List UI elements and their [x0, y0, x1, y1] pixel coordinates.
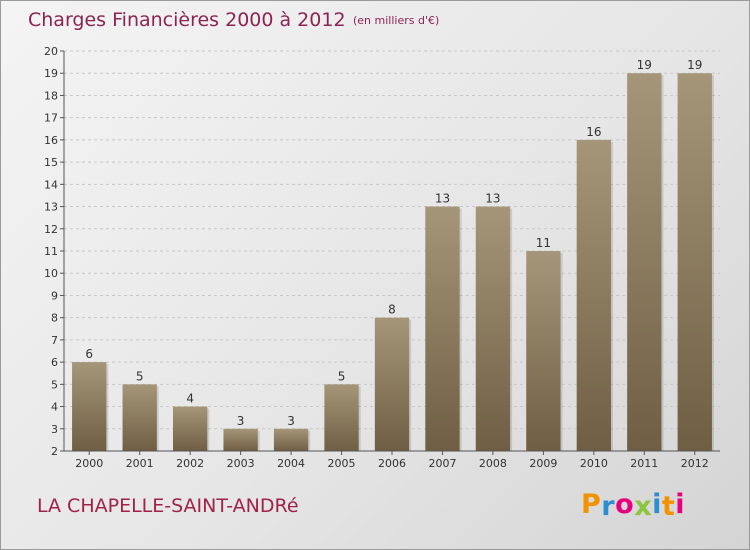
bar: [425, 206, 460, 451]
data-label: 4: [186, 392, 194, 406]
data-label: 5: [136, 369, 144, 383]
y-tick-label: 8: [51, 312, 58, 325]
x-tick-label: 2006: [378, 457, 406, 470]
x-tick-label: 2000: [75, 457, 103, 470]
y-tick-label: 2: [51, 445, 58, 458]
logo-letter: i: [675, 489, 686, 520]
chart-subtitle: (en milliers d'€): [353, 14, 440, 27]
x-tick-label: 2010: [580, 457, 608, 470]
bar: [72, 362, 107, 451]
proxiti-logo: Proxiti: [581, 489, 686, 522]
y-tick-label: 6: [51, 356, 58, 369]
x-tick-label: 2005: [328, 457, 356, 470]
logo-letter: i: [652, 489, 662, 520]
x-tick-label: 2003: [227, 457, 255, 470]
y-tick-label: 18: [44, 89, 58, 102]
y-tick-label: 7: [51, 334, 58, 347]
data-label: 6: [85, 347, 93, 361]
logo-letter: r: [601, 491, 616, 522]
bar: [273, 428, 309, 451]
y-tick-label: 15: [44, 156, 58, 169]
y-tick-label: 9: [51, 289, 58, 302]
bar: [627, 73, 662, 451]
x-tick-label: 2011: [630, 457, 658, 470]
y-tick-label: 10: [44, 267, 58, 280]
bar: [576, 139, 612, 451]
data-label: 3: [287, 414, 295, 428]
y-tick-label: 19: [44, 67, 58, 80]
logo-letter: t: [661, 491, 676, 522]
y-tick-label: 11: [44, 245, 58, 258]
logo-letter: P: [581, 489, 602, 520]
data-label: 16: [586, 125, 601, 139]
x-tick-label: 2001: [126, 457, 154, 470]
x-tick-label: 2004: [277, 457, 305, 470]
y-tick-label: 12: [44, 223, 58, 236]
x-tick-label: 2002: [176, 457, 204, 470]
chart-title: Charges Financières 2000 à 2012: [28, 9, 346, 31]
y-tick-label: 20: [44, 45, 58, 58]
bar: [172, 406, 208, 451]
commune-name: LA CHAPELLE-SAINT-ANDRé: [37, 495, 299, 517]
x-tick-label: 2007: [428, 457, 456, 470]
y-tick-label: 13: [44, 201, 58, 214]
bar: [223, 428, 258, 451]
y-tick-label: 16: [44, 134, 58, 147]
y-tick-label: 5: [51, 378, 58, 391]
data-label: 8: [388, 303, 396, 317]
x-tick-label: 2012: [681, 457, 709, 470]
bar: [526, 251, 561, 451]
y-tick-label: 3: [51, 423, 58, 436]
bar: [475, 206, 511, 451]
bars: [72, 73, 714, 451]
data-label: 19: [637, 58, 652, 72]
bar: [122, 384, 157, 451]
data-label: 19: [687, 58, 702, 72]
x-tick-label: 2009: [529, 457, 557, 470]
y-tick-label: 17: [44, 112, 58, 125]
y-tick-label: 4: [51, 401, 58, 414]
data-label: 3: [237, 414, 245, 428]
bar: [374, 317, 410, 451]
bar: [324, 384, 359, 451]
bar: [677, 73, 712, 451]
axes: 2 3 4 5 6 7 8 9 10 11 12 13 14 15 16 17 18 19 20 2000 2001 20…: [44, 45, 720, 470]
logo-letter: o: [615, 489, 635, 520]
data-label: 11: [536, 236, 551, 250]
logo-letter: x: [634, 491, 653, 522]
x-tick-label: 2008: [479, 457, 507, 470]
data-labels: 6 5 4 3 3 5 8 13 13 11 16 19 19: [85, 58, 702, 428]
y-tick-label: 14: [44, 178, 58, 191]
data-label: 13: [485, 192, 500, 206]
data-label: 5: [338, 369, 346, 383]
data-label: 13: [435, 192, 450, 206]
